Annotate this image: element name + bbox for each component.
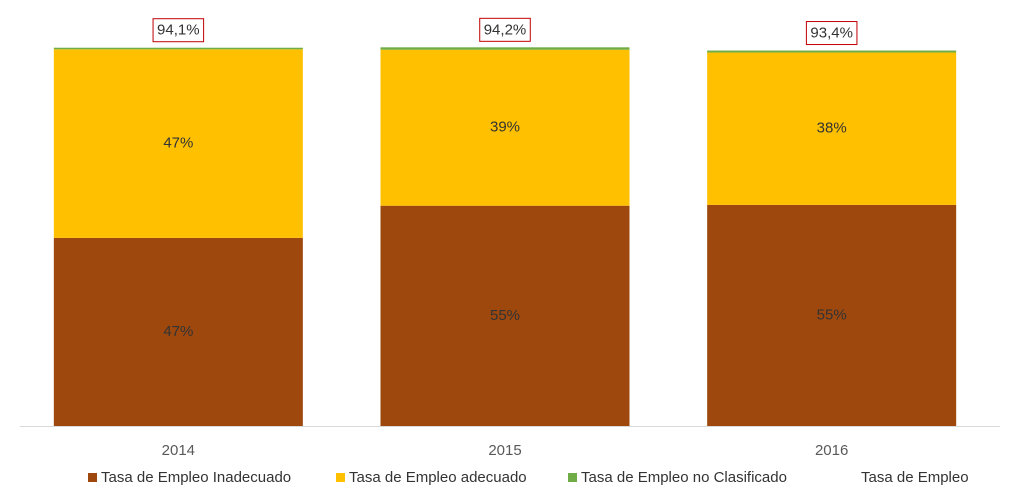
bar-segment [707, 204, 957, 426]
bar-segment [707, 52, 957, 205]
bar-segment [53, 47, 303, 50]
bar-segment [380, 205, 630, 426]
total-label: 94,2% [484, 21, 527, 38]
legend-label: Tasa de Empleo adecuado [349, 469, 527, 486]
legend-label: Tasa de Empleo [861, 469, 969, 486]
bar-segment [707, 50, 957, 53]
x-tick-label: 2014 [162, 442, 195, 459]
total-label: 93,4% [810, 25, 853, 42]
total-label-box [152, 18, 205, 43]
data-label: 47% [163, 135, 193, 152]
total-label: 94,1% [157, 22, 200, 39]
bar-segment [380, 47, 630, 50]
x-tick-label: 2016 [815, 442, 848, 459]
legend-swatch [336, 473, 345, 482]
data-label: 55% [817, 306, 847, 323]
total-label-box [479, 17, 531, 42]
data-label: 55% [490, 307, 520, 324]
x-tick-label: 2015 [488, 442, 521, 459]
data-label: 39% [490, 119, 520, 136]
total-label-box [805, 21, 858, 46]
legend-swatch [568, 473, 577, 482]
legend-swatch [88, 473, 97, 482]
legend-label: Tasa de Empleo Inadecuado [101, 469, 291, 486]
bar-segment [53, 237, 303, 426]
legend-label: Tasa de Empleo no Clasificado [581, 469, 787, 486]
data-label: 38% [817, 120, 847, 137]
bar-segment [53, 49, 303, 238]
data-label: 47% [163, 323, 193, 340]
bar-segment [380, 49, 630, 206]
